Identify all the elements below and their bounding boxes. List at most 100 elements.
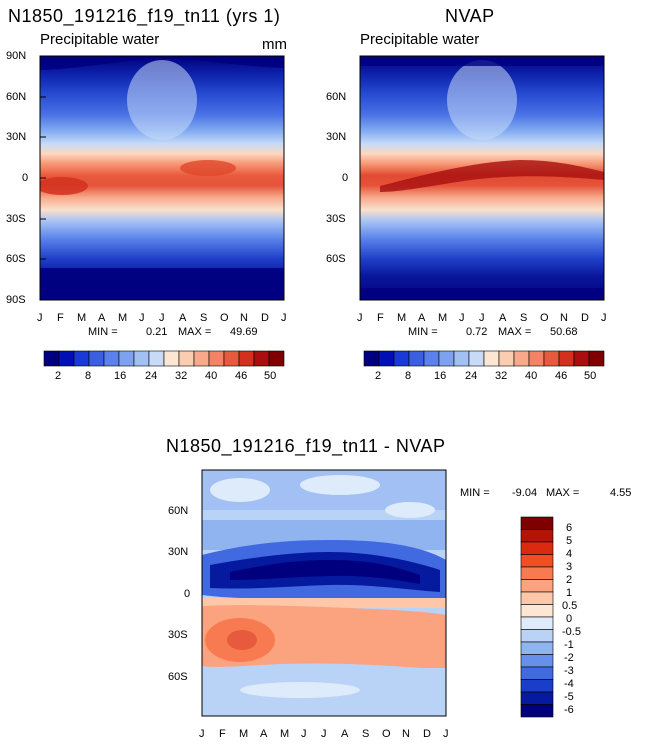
panel3-ytick: 60N <box>168 505 189 517</box>
panel3-colorbar-cell <box>520 629 554 643</box>
panel3-colorbar-cell <box>520 704 554 718</box>
panel3-colorbar-cell <box>520 616 554 630</box>
panel3-cbtick: 3 <box>566 561 573 573</box>
panel1-min-value: 0.21 <box>146 326 168 338</box>
panel3-cbtick: 0.5 <box>562 600 578 612</box>
panel1-xtick: J <box>159 312 165 324</box>
panel2-xtick: F <box>377 312 384 324</box>
panel1-max-value: 49.69 <box>230 326 258 338</box>
panel3-xtick: F <box>219 728 226 740</box>
panel2-subtitle: Precipitable water <box>360 31 480 48</box>
panel2-ytick: 60N <box>326 91 347 103</box>
panel2-cbtick: 50 <box>584 370 597 382</box>
panel2-xtick: O <box>540 312 549 324</box>
panel1-subtitle: Precipitable water <box>40 31 160 48</box>
panel3-cbtick: 6 <box>566 522 573 534</box>
panel3-cbtick: -6 <box>564 704 574 716</box>
panel3-cbtick: 5 <box>566 535 573 547</box>
panel2-xtick: J <box>601 312 607 324</box>
panel1-cbtick: 8 <box>85 370 92 382</box>
panel3-xtick: J <box>199 728 205 740</box>
panel3-xtick: N <box>402 728 410 740</box>
panel1-xtick: J <box>281 312 287 324</box>
panel2-ytick: 0 <box>342 172 349 184</box>
panel1-xtick: M <box>118 312 128 324</box>
panel3-colorbar-cell <box>520 691 554 705</box>
panel3-cbtick: 2 <box>566 574 573 586</box>
panel1-xtick: M <box>77 312 87 324</box>
panel2-min-label: MIN = <box>408 326 438 338</box>
panel3-colorbar-cell <box>520 579 554 593</box>
panel1-cbtick: 46 <box>235 370 248 382</box>
panel3-colorbar-cell <box>520 591 554 605</box>
panel2-cbtick: 40 <box>525 370 538 382</box>
panel3-cbtick: -4 <box>564 678 574 690</box>
panel3-xtick: J <box>443 728 449 740</box>
panel1-ytick: 90N <box>6 50 27 62</box>
panel1-ytick: 30S <box>6 213 26 225</box>
panel3-title: N1850_191216_f19_tn11 - NVAP <box>166 436 446 456</box>
panel2-xtick: J <box>459 312 465 324</box>
panel1-xtick: A <box>98 312 106 324</box>
panel2-xtick: M <box>397 312 407 324</box>
panel3-cbtick: 4 <box>566 548 573 560</box>
panel3-colorbar-cell <box>520 516 554 530</box>
panel3-xtick: O <box>382 728 391 740</box>
panel3-min-value: -9.04 <box>512 487 538 499</box>
panel2-min-value: 0.72 <box>466 326 488 338</box>
panel3-max-value: 4.55 <box>610 487 632 499</box>
panel2-cbtick: 16 <box>434 370 447 382</box>
panel3-colorbar-cell <box>520 604 554 618</box>
panel2-ytick: 30S <box>326 213 346 225</box>
panel2-cbtick: 8 <box>405 370 412 382</box>
panel2-cbtick: 24 <box>465 370 478 382</box>
panel2-ytick: 60S <box>326 253 346 265</box>
panel2-title: NVAP <box>445 6 495 26</box>
panel3-cbtick: 1 <box>566 587 573 599</box>
panel1-xtick: N <box>240 312 248 324</box>
panel3-colorbar-cell <box>520 566 554 580</box>
panel3-ytick: 30S <box>168 629 188 641</box>
panel2-xtick: J <box>479 312 485 324</box>
panel1-title: N1850_191216_f19_tn11 (yrs 1) <box>8 6 281 26</box>
panel3-colorbar-cell <box>520 679 554 693</box>
panel2-colorbar-cell <box>588 350 605 367</box>
panel2-cbtick: 2 <box>375 370 382 382</box>
panel1-xtick: S <box>200 312 208 324</box>
panel2-xtick: D <box>581 312 589 324</box>
panel2-xtick: A <box>499 312 507 324</box>
panel1-ytick: 60N <box>6 91 27 103</box>
panel3-ytick: 0 <box>184 588 191 600</box>
panel3-colorbar-cell <box>520 554 554 568</box>
panel3-colorbar-cell <box>520 641 554 655</box>
panel1-cbtick: 16 <box>114 370 127 382</box>
panel3-cbtick: -2 <box>564 652 574 664</box>
panel1-units: mm <box>262 36 287 53</box>
panel3-max-label: MAX = <box>546 487 580 499</box>
panel1-cbtick: 2 <box>55 370 62 382</box>
panel1-ytick: 0 <box>22 172 29 184</box>
panel1-ytick: 90S <box>6 294 26 306</box>
panel2-cbtick: 46 <box>555 370 568 382</box>
panel1-cbtick: 50 <box>264 370 277 382</box>
panel1-min-label: MIN = <box>88 326 118 338</box>
panel1-xtick: F <box>57 312 64 324</box>
panel1-xtick: O <box>220 312 229 324</box>
panel2-ytick: 30N <box>326 131 347 143</box>
panel3-colorbar-cell <box>520 654 554 668</box>
panel1-ytick: 60S <box>6 253 26 265</box>
panel2-xtick: S <box>520 312 528 324</box>
panel3-ytick: 60S <box>168 671 188 683</box>
panel3-cbtick: -5 <box>564 691 574 703</box>
panel3-colorbar-cell <box>520 529 554 543</box>
panel3-colorbar-cell <box>520 666 554 680</box>
panel2-max-label: MAX = <box>498 326 532 338</box>
panel2-xtick: N <box>560 312 568 324</box>
panel1-xtick: D <box>261 312 269 324</box>
